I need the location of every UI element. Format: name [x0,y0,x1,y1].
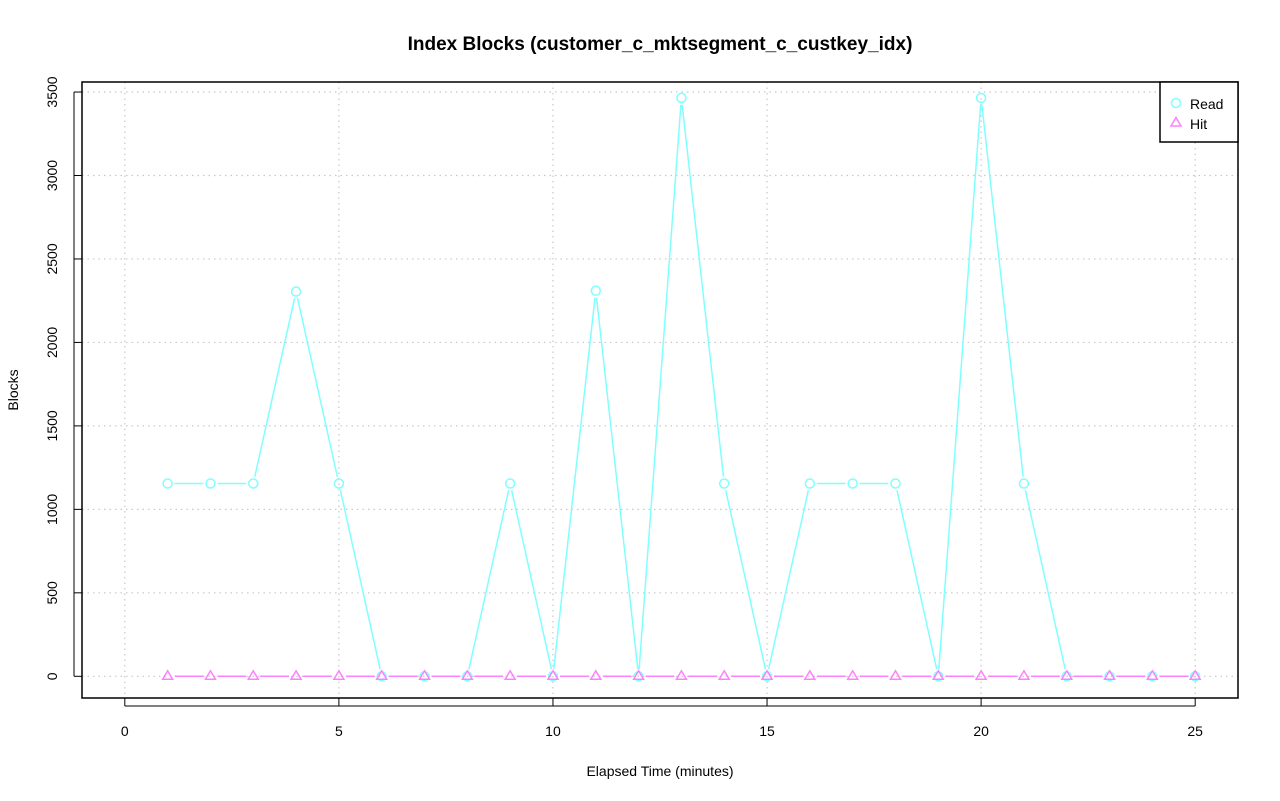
y-tick-label: 3500 [44,76,60,107]
point-hit [1146,669,1159,681]
y-tick-label: 0 [44,672,60,680]
series-read-segment [510,490,553,670]
x-tick-label: 20 [973,723,989,739]
point-hit [246,669,260,681]
series-read-segment [595,297,639,670]
point-read [248,478,259,489]
point-hit [931,669,945,681]
point-hit [846,669,859,681]
point-hit [461,669,474,681]
point-read [504,478,516,489]
point-hit [1188,669,1202,681]
y-tick-label: 500 [44,581,60,605]
series-read-segment [681,104,725,477]
point-hit [675,669,688,681]
legend-read-marker [1170,97,1182,109]
legend-read-label: Read [1190,96,1223,112]
point-hit [632,669,645,681]
point-read [975,92,987,104]
legend-hit-label: Hit [1190,116,1207,132]
x-tick-label: 0 [121,723,129,739]
series-read [162,92,1201,682]
point-hit [546,669,560,681]
point-read [205,478,216,489]
series-read-segment [468,490,510,670]
series-read-segment [254,298,296,477]
point-read [804,478,816,489]
point-hit [760,669,774,681]
point-read [890,478,901,489]
point-hit [161,669,174,681]
point-hit [589,669,603,681]
y-tick-label: 2500 [44,243,60,274]
series-read-segment [981,104,1024,477]
point-hit [974,669,988,681]
series-read-segment [296,298,339,477]
x-tick-label: 10 [545,723,561,739]
point-read [1018,478,1030,489]
series-hit [161,669,1202,681]
series-read-segment [725,490,767,670]
point-hit [717,669,731,681]
point-hit [503,669,517,681]
point-read [847,478,858,489]
legend-box [1159,81,1239,143]
point-hit [204,669,217,681]
plot-frame [81,81,1239,699]
series-read-segment [1024,490,1066,670]
series-read-segment [552,297,596,670]
x-tick-label: 25 [1187,723,1203,739]
y-tick-label: 1000 [44,494,60,525]
chart-title: Index Blocks (customer_c_mktsegment_c_cu… [408,34,913,55]
x-axis-label: Elapsed Time (minutes) [586,763,733,779]
legend: Read Hit [1159,81,1239,143]
legend-hit-marker [1169,116,1183,127]
y-tick-label: 3000 [44,160,60,191]
point-hit [803,669,817,681]
series-read-segment [938,104,982,670]
series-read-segment [896,490,938,670]
series-read-segment [638,104,682,670]
y-axis: 0 500 1000 1500 2000 2500 3000 3500 [44,76,82,680]
y-axis-label: Blocks [5,369,21,410]
y-tick-label: 1500 [44,410,60,441]
point-read [718,478,730,489]
point-hit [418,669,431,681]
point-read [290,286,302,297]
point-hit [289,669,303,681]
plot-series [161,92,1202,682]
point-hit [1103,669,1116,681]
point-read [590,285,602,296]
x-axis: 0 5 10 15 20 25 [121,698,1203,739]
point-hit [1060,669,1074,681]
series-read-segment [339,490,381,670]
x-tick-label: 15 [759,723,775,739]
series-read-segment [767,490,810,670]
point-read [676,92,687,104]
point-read [333,478,345,489]
point-hit [1017,669,1031,681]
point-hit [375,669,389,681]
point-hit [889,669,902,681]
point-hit [332,669,346,681]
x-tick-label: 5 [335,723,343,739]
y-tick-label: 2000 [44,327,60,358]
point-read [162,478,173,489]
